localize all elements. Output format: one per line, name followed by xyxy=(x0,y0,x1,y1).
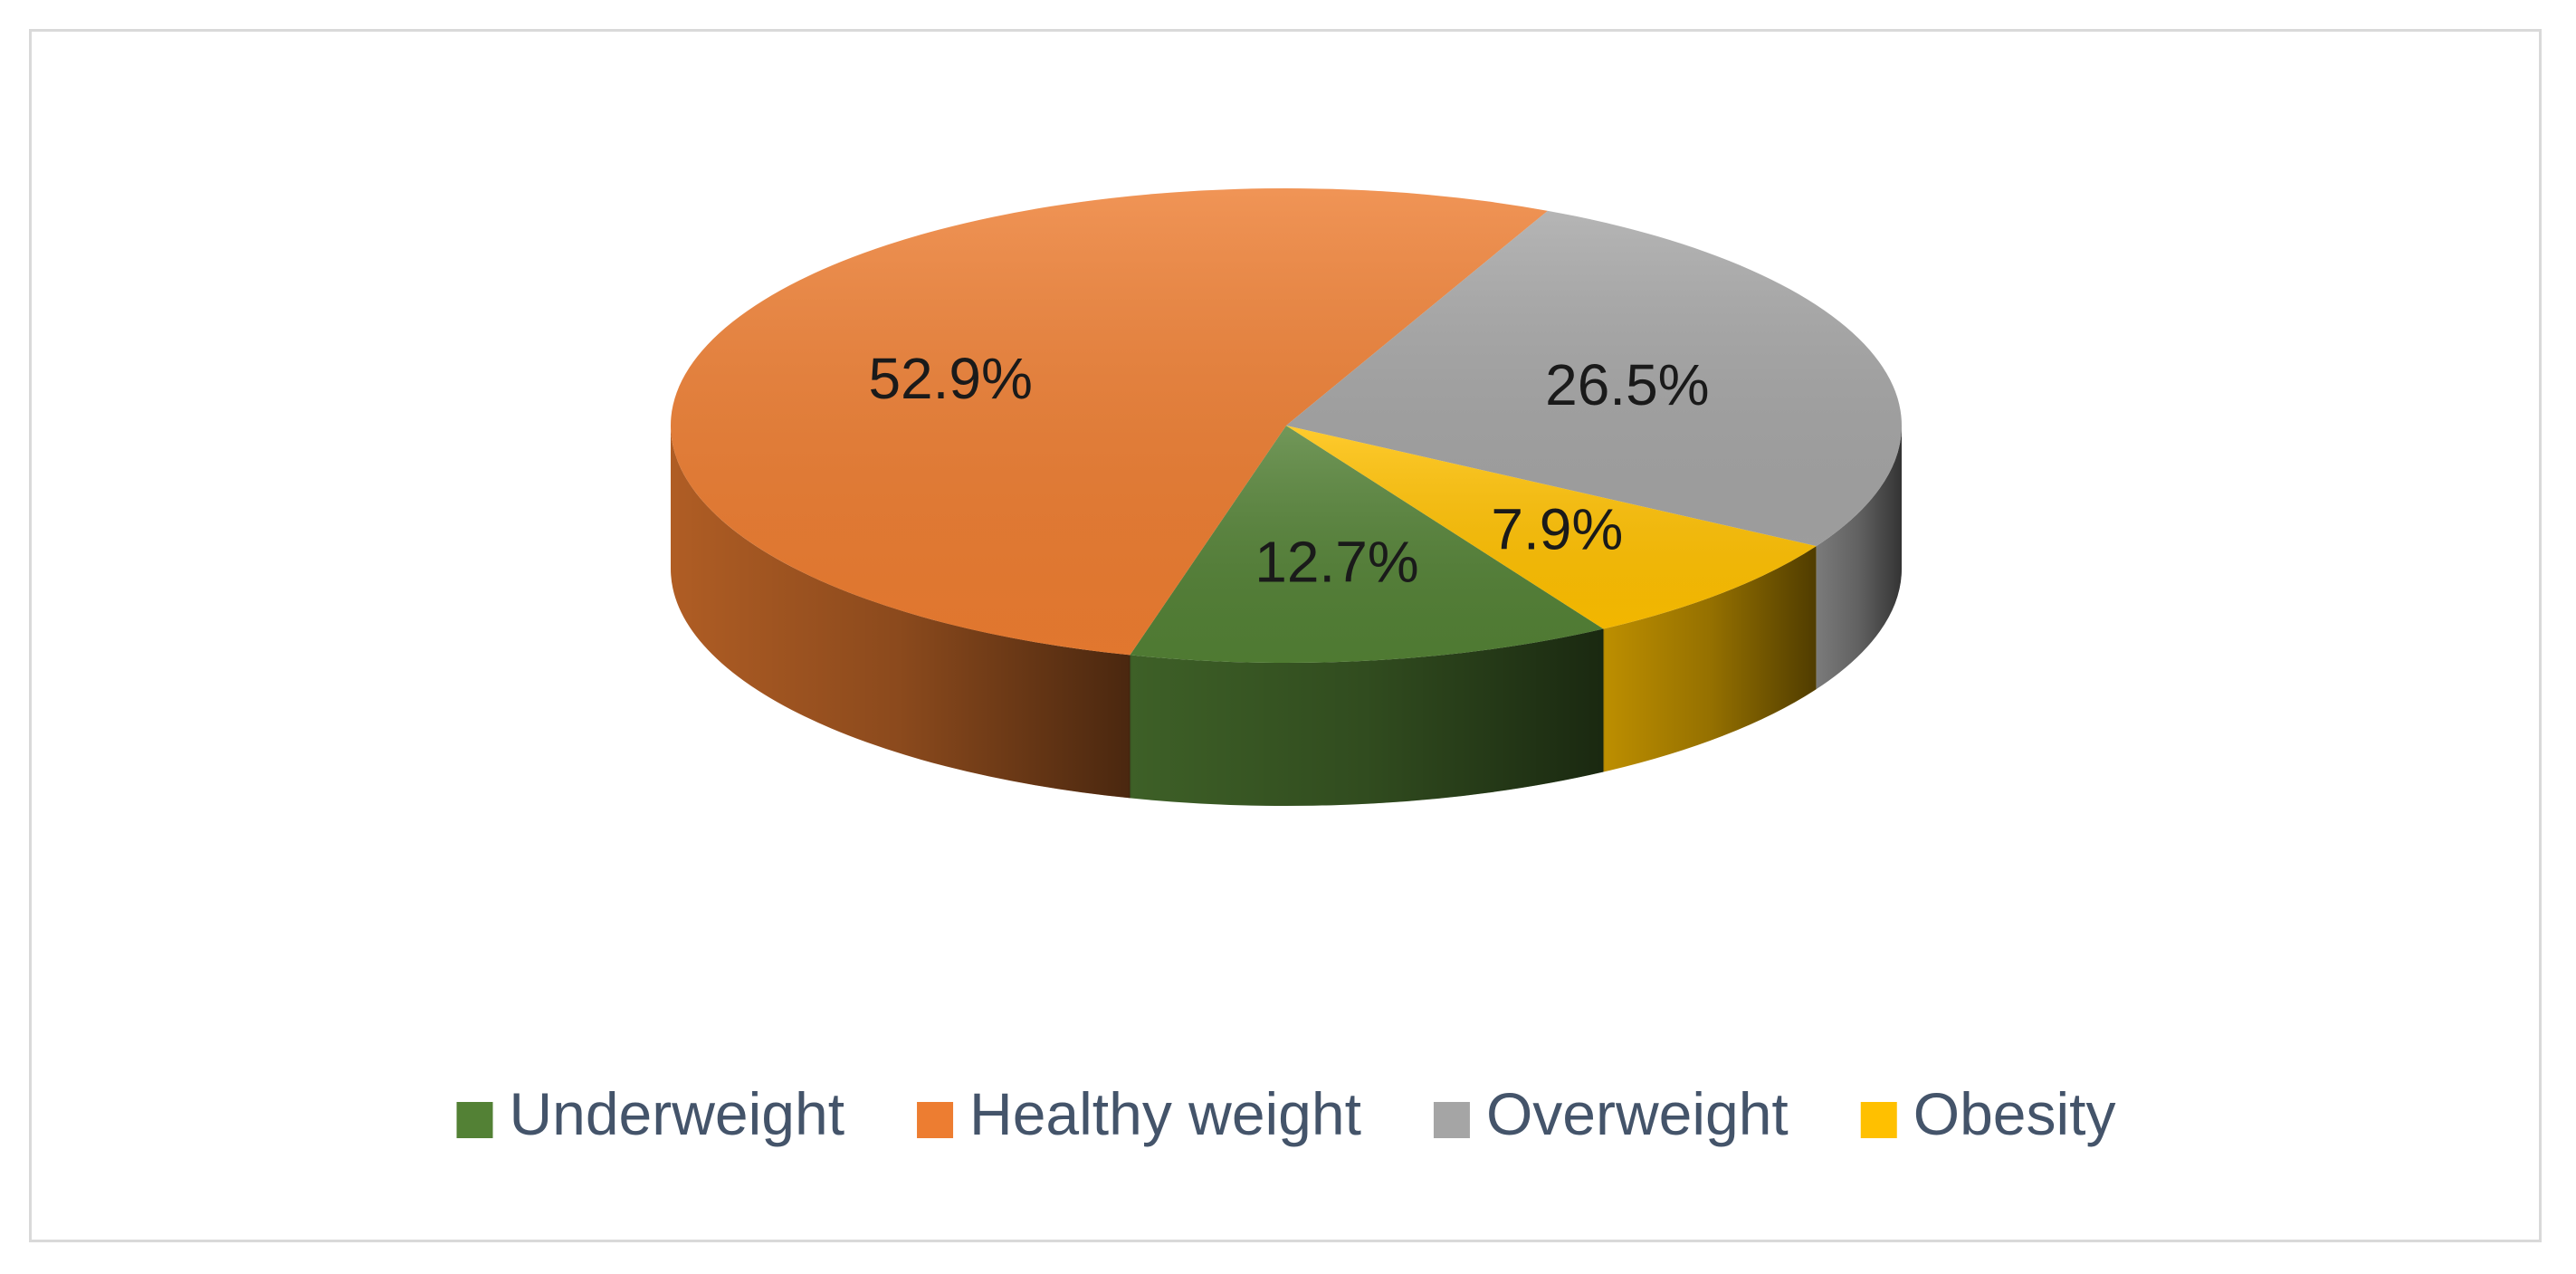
slice-label-healthy-weight: 52.9% xyxy=(868,346,1032,411)
legend-label-underweight: Underweight xyxy=(509,1080,844,1147)
pie-slice-shade-overweight xyxy=(1286,210,1902,547)
slice-label-obesity: 7.9% xyxy=(1491,496,1623,561)
pie-slice-shade-obesity xyxy=(1286,426,1817,629)
pie-slice-shade-underweight xyxy=(1130,426,1604,663)
legend: Underweight Healthy weight Overweight Obesi… xyxy=(456,1080,2116,1147)
pie-side-shade-healthy-weight xyxy=(671,426,1131,799)
slice-label-underweight: 12.7% xyxy=(1255,529,1418,594)
pie-side-shade-obesity xyxy=(1603,546,1817,772)
legend-swatch-healthy-weight xyxy=(917,1102,954,1138)
legend-label-obesity: Obesity xyxy=(1913,1080,2116,1147)
pie-labels: 12.7% 52.9% 26.5% 7.9% xyxy=(868,346,1709,594)
pie-top xyxy=(671,188,1902,663)
pie-side-shade-underweight xyxy=(1130,628,1604,806)
legend-swatch-obesity xyxy=(1860,1102,1897,1138)
slice-label-overweight: 26.5% xyxy=(1545,352,1709,417)
legend-swatch-underweight xyxy=(456,1102,493,1138)
legend-label-healthy-weight: Healthy weight xyxy=(969,1080,1361,1147)
pie-sides xyxy=(671,426,1902,806)
legend-swatch-overweight xyxy=(1433,1102,1470,1138)
legend-label-overweight: Overweight xyxy=(1486,1080,1789,1147)
pie-side-shade-overweight xyxy=(1816,426,1902,690)
pie-slice-shade-healthy-weight xyxy=(671,188,1548,656)
